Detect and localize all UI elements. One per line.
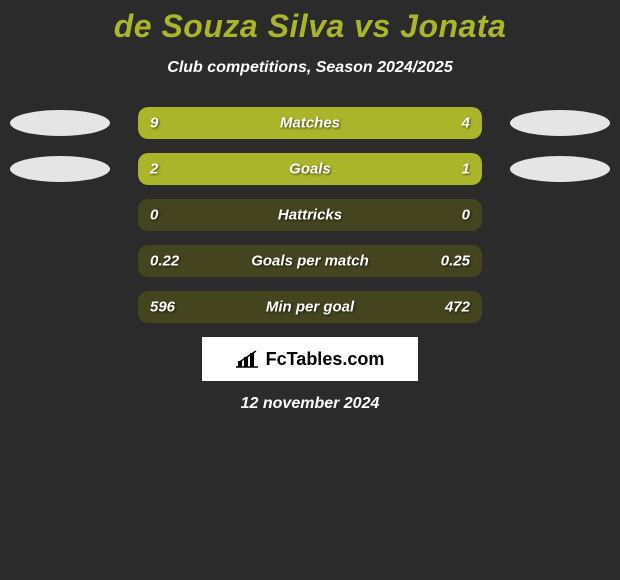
stat-label: Min per goal xyxy=(266,299,354,316)
stat-left-value: 0 xyxy=(150,207,158,224)
stat-bar: 596 472 Min per goal xyxy=(138,291,482,323)
stat-right-value: 0.25 xyxy=(441,253,470,270)
stat-row: 0.22 0.25 Goals per match xyxy=(0,245,620,277)
stat-label: Goals per match xyxy=(251,253,369,270)
player-right-oval xyxy=(510,156,610,182)
player-left-oval xyxy=(10,156,110,182)
logo-box: FcTables.com xyxy=(202,337,418,381)
stat-bar: 0 0 Hattricks xyxy=(138,199,482,231)
stat-label: Matches xyxy=(280,115,340,132)
stat-right-value: 472 xyxy=(445,299,470,316)
stat-right-value: 1 xyxy=(462,161,470,178)
stat-label: Goals xyxy=(289,161,331,178)
stat-rows: 9 4 Matches 2 1 Goals 0 0 Hattricks 0.22 0.25 Goals… xyxy=(0,107,620,323)
logo-text: FcTables.com xyxy=(266,349,385,370)
stat-row: 596 472 Min per goal xyxy=(0,291,620,323)
page-title: de Souza Silva vs Jonata xyxy=(0,8,620,45)
stat-left-value: 9 xyxy=(150,115,158,132)
stat-right-value: 4 xyxy=(462,115,470,132)
stat-right-value: 0 xyxy=(462,207,470,224)
stat-bar: 9 4 Matches xyxy=(138,107,482,139)
stat-left-value: 596 xyxy=(150,299,175,316)
stat-row: 0 0 Hattricks xyxy=(0,199,620,231)
stat-bar: 2 1 Goals xyxy=(138,153,482,185)
stat-row: 2 1 Goals xyxy=(0,153,620,185)
subtitle: Club competitions, Season 2024/2025 xyxy=(0,59,620,77)
stat-bar: 0.22 0.25 Goals per match xyxy=(138,245,482,277)
date-label: 12 november 2024 xyxy=(0,395,620,413)
bar-chart-icon xyxy=(236,349,260,369)
stat-left-value: 2 xyxy=(150,161,158,178)
player-right-oval xyxy=(510,110,610,136)
stat-label: Hattricks xyxy=(278,207,342,224)
stat-left-value: 0.22 xyxy=(150,253,179,270)
player-left-oval xyxy=(10,110,110,136)
stat-row: 9 4 Matches xyxy=(0,107,620,139)
comparison-infographic: de Souza Silva vs Jonata Club competitio… xyxy=(0,0,620,413)
